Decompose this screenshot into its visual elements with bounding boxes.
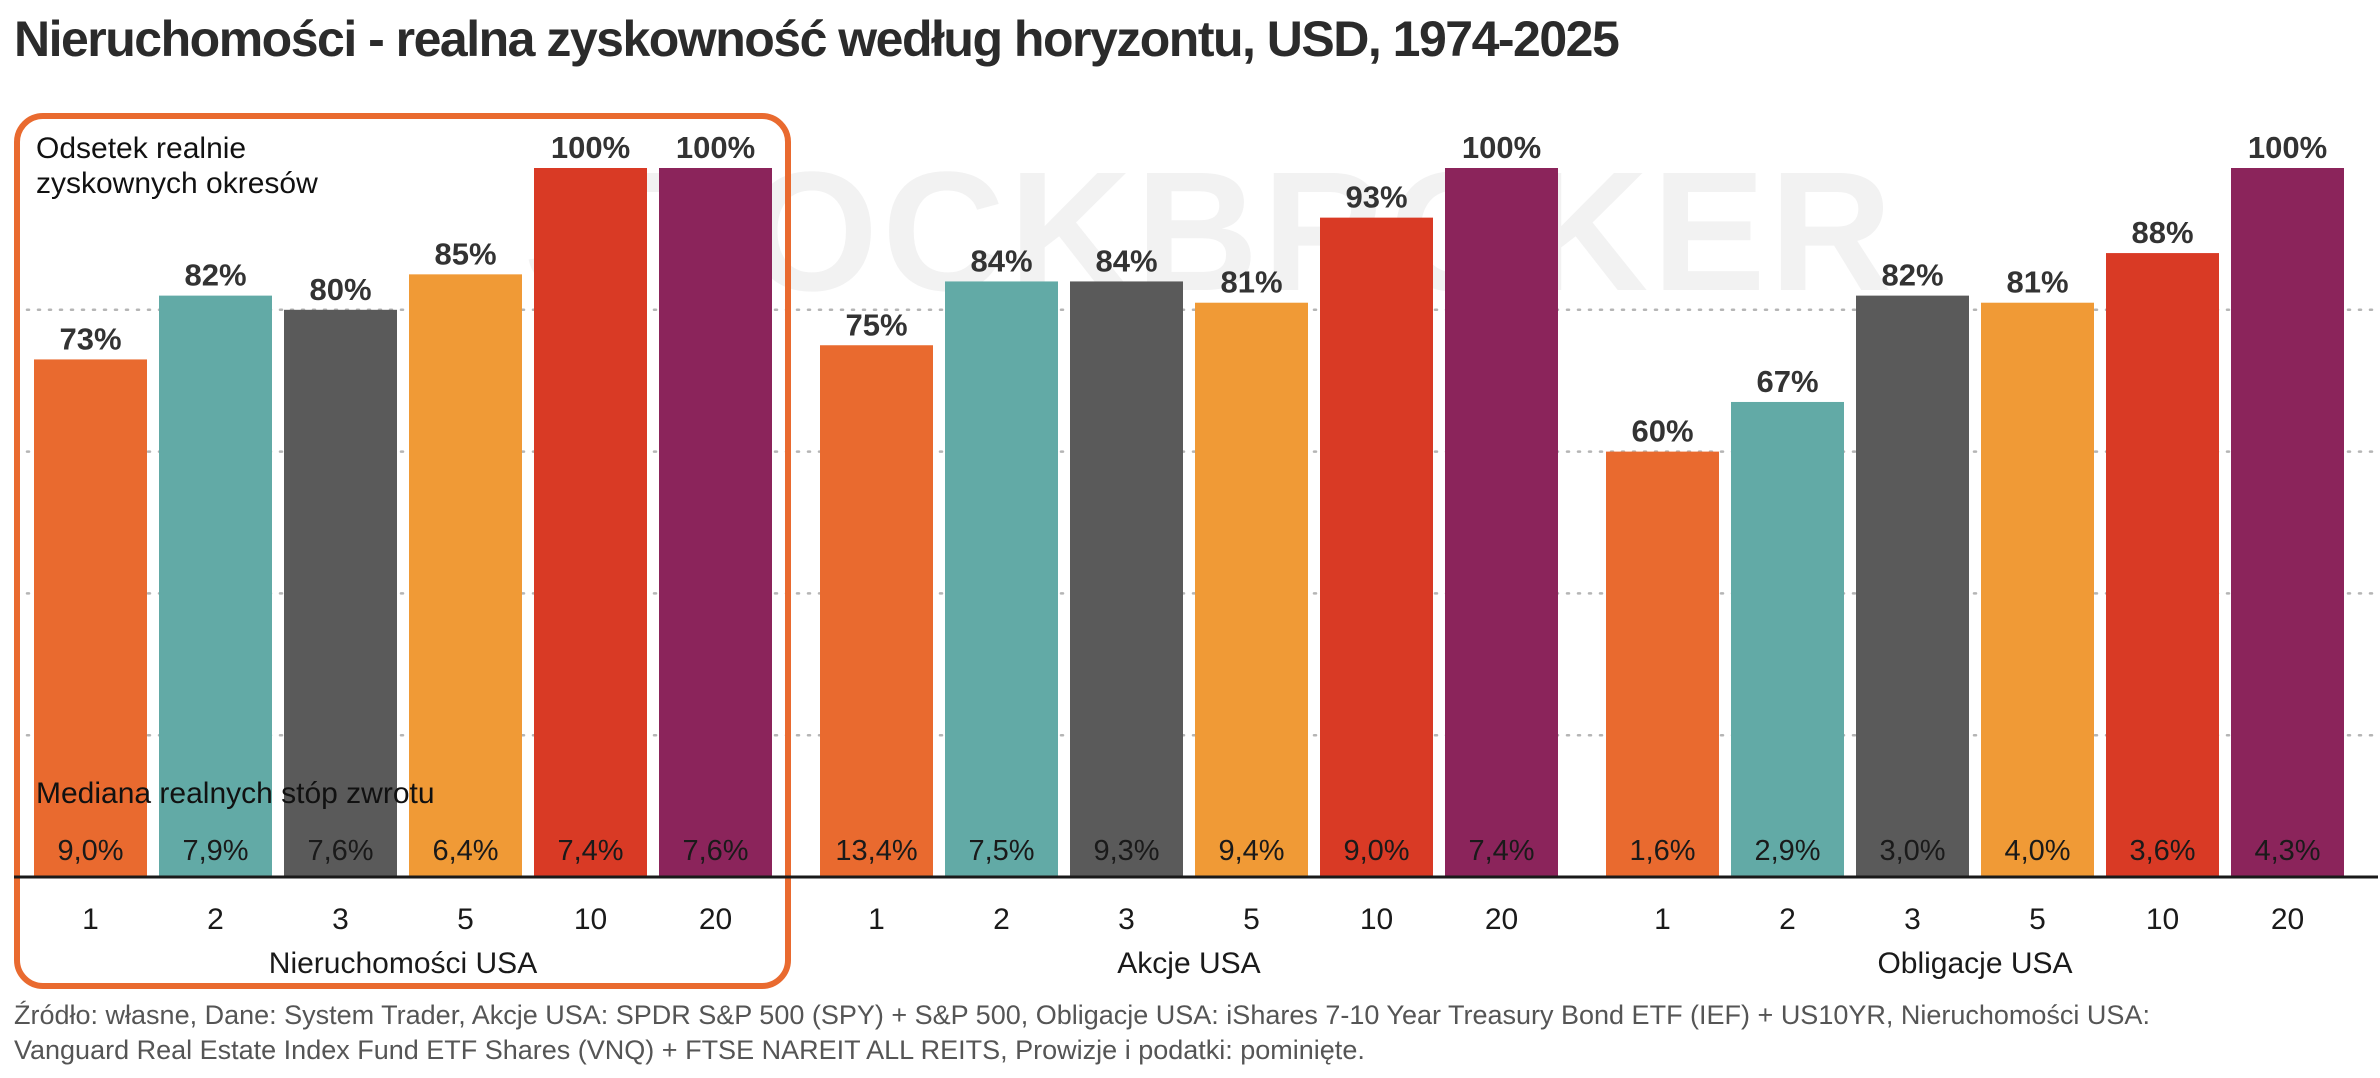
bar bbox=[1445, 168, 1558, 877]
bar bbox=[820, 345, 933, 877]
bar bbox=[1856, 295, 1969, 877]
group-label: Nieruchomości USA bbox=[269, 947, 537, 980]
x-tick-label: 20 bbox=[699, 903, 732, 936]
bar bbox=[2106, 253, 2219, 877]
x-tick-label: 3 bbox=[1118, 903, 1135, 936]
median-return-label: 3,0% bbox=[1879, 835, 1945, 867]
x-tick-label: 5 bbox=[1243, 903, 1260, 936]
bar bbox=[284, 309, 397, 877]
bar-value-label: 84% bbox=[1095, 243, 1157, 278]
median-return-label: 7,4% bbox=[557, 835, 623, 867]
chart-title: Nieruchomości - realna zyskowność według… bbox=[14, 11, 1620, 67]
source-note-line-2: Vanguard Real Estate Index Fund ETF Shar… bbox=[14, 1035, 1365, 1065]
x-tick-label: 1 bbox=[82, 903, 99, 936]
bar bbox=[1320, 217, 1433, 877]
bar-value-label: 88% bbox=[2131, 215, 2193, 250]
bar bbox=[1195, 302, 1308, 878]
bar-value-label: 82% bbox=[184, 258, 246, 293]
bar-value-label: 81% bbox=[1220, 265, 1282, 300]
median-return-label: 9,4% bbox=[1218, 835, 1284, 867]
highlight-frame bbox=[14, 113, 791, 989]
median-return-label: 9,0% bbox=[1343, 835, 1409, 867]
median-return-label: 13,4% bbox=[835, 835, 917, 867]
bar-value-label: 82% bbox=[1881, 258, 1943, 293]
x-tick-label: 10 bbox=[1360, 903, 1393, 936]
bar bbox=[1606, 451, 1719, 877]
bar bbox=[1731, 401, 1844, 877]
bar-value-label: 93% bbox=[1345, 180, 1407, 215]
median-return-label: 3,6% bbox=[2129, 835, 2195, 867]
bar bbox=[2231, 168, 2344, 877]
group-label: Akcje USA bbox=[1117, 947, 1260, 980]
bar-value-label: 81% bbox=[2006, 265, 2068, 300]
x-tick-label: 10 bbox=[574, 903, 607, 936]
x-tick-label: 10 bbox=[2146, 903, 2179, 936]
bar bbox=[1070, 281, 1183, 877]
median-return-label: 2,9% bbox=[1754, 835, 1820, 867]
x-tick-label: 5 bbox=[457, 903, 474, 936]
x-tick-label: 5 bbox=[2029, 903, 2046, 936]
median-return-label: 4,3% bbox=[2254, 835, 2320, 867]
bar bbox=[945, 281, 1058, 877]
bar-value-label: 85% bbox=[434, 236, 496, 271]
bar-value-label: 100% bbox=[2248, 130, 2327, 165]
bar-value-label: 75% bbox=[845, 307, 907, 342]
x-tick-label: 20 bbox=[2271, 903, 2304, 936]
median-return-label: 7,4% bbox=[1468, 835, 1534, 867]
median-return-label: 4,0% bbox=[2004, 835, 2070, 867]
median-return-label: 6,4% bbox=[432, 835, 498, 867]
bar-value-label: 60% bbox=[1631, 414, 1693, 449]
x-tick-label: 1 bbox=[1654, 903, 1671, 936]
bar bbox=[534, 168, 647, 877]
x-tick-label: 2 bbox=[1779, 903, 1796, 936]
bar-value-label: 67% bbox=[1756, 364, 1818, 399]
x-tick-label: 1 bbox=[868, 903, 885, 936]
median-returns-caption: Mediana realnych stóp zwrotu bbox=[36, 777, 435, 810]
bar-value-label: 80% bbox=[309, 272, 371, 307]
median-return-label: 9,3% bbox=[1093, 835, 1159, 867]
y-axis-description: Odsetek realnie zyskownych okresów bbox=[36, 132, 318, 200]
bar-value-label: 100% bbox=[676, 130, 755, 165]
bar bbox=[159, 295, 272, 877]
x-tick-label: 20 bbox=[1485, 903, 1518, 936]
bar-value-label: 100% bbox=[551, 130, 630, 165]
median-return-label: 7,5% bbox=[968, 835, 1034, 867]
bar-value-label: 100% bbox=[1462, 130, 1541, 165]
median-return-label: 7,9% bbox=[182, 835, 248, 867]
median-return-label: 7,6% bbox=[307, 835, 373, 867]
median-return-label: 9,0% bbox=[57, 835, 123, 867]
x-tick-label: 2 bbox=[207, 903, 224, 936]
bar-chart: STOCKBROKER73%9,0%182%7,9%280%7,6%385%6,… bbox=[14, 113, 2380, 989]
median-return-label: 1,6% bbox=[1629, 835, 1695, 867]
median-return-label: 7,6% bbox=[682, 835, 748, 867]
x-tick-label: 2 bbox=[993, 903, 1010, 936]
group-label: Obligacje USA bbox=[1877, 947, 2072, 980]
bar bbox=[34, 359, 147, 877]
bar bbox=[1981, 302, 2094, 878]
bar bbox=[409, 274, 522, 878]
source-note-line-1: Źródło: własne, Dane: System Trader, Akc… bbox=[14, 1000, 2150, 1030]
bar-value-label: 73% bbox=[59, 321, 121, 356]
bar bbox=[659, 168, 772, 877]
x-tick-label: 3 bbox=[332, 903, 349, 936]
bar-value-label: 84% bbox=[970, 243, 1032, 278]
x-tick-label: 3 bbox=[1904, 903, 1921, 936]
